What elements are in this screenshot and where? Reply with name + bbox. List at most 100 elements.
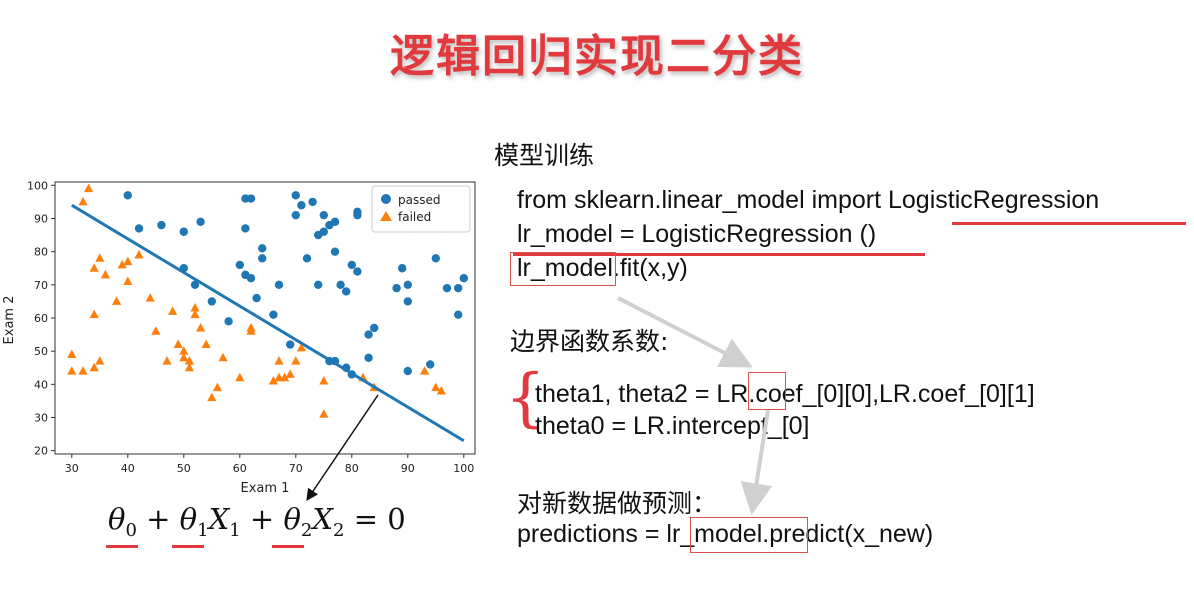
underline-theta0 [106,545,138,548]
training-line2: lr_model = LogisticRegression () [517,220,877,248]
y-tick-label: 70 [34,279,48,292]
x-tick-label: 90 [401,462,415,475]
formula-x2: X [312,502,334,536]
passed-point [364,330,373,339]
passed-point [207,297,216,306]
predict-line: predictions = lr_model.predict(x_new) [517,520,933,549]
formula-theta1: θ [179,502,198,536]
failed-point [78,196,88,206]
passed-point [224,317,233,326]
passed-point [403,297,412,306]
x-tick-label: 40 [121,462,135,475]
boundary-line1-prefix: theta1, theta2 = [535,380,717,408]
page-title: 逻辑回归实现二分类 [390,31,804,82]
failed-point [89,309,99,319]
passed-point [269,310,278,319]
training-line3-highlight: lr_model [517,254,613,282]
failed-point [184,362,194,372]
passed-point [235,260,244,270]
formula-x1: X [208,502,230,536]
underline-theta2 [272,545,304,548]
failed-point [291,356,301,365]
passed-point [314,280,323,290]
failed-point [173,339,183,349]
passed-point [330,247,340,256]
x-tick-label: 50 [177,462,191,475]
formula-theta2: θ [283,502,301,536]
training-line1-prefix: from sklearn.linear_model import [517,186,888,214]
failed-point [67,349,77,358]
passed-point [330,217,340,227]
legend-marker-passed [381,194,391,204]
y-tick-label: 40 [34,378,48,391]
legend-box [371,185,471,233]
failed-point [179,352,189,362]
failed-point [319,376,329,385]
failed-point [436,385,446,395]
formula-eq: = 0 [344,502,406,536]
y-tick-label: 20 [34,445,48,458]
formula-x2sub: 2 [333,519,345,541]
y-tick-label: 90 [34,212,48,225]
passed-point [258,254,267,263]
boundary-formula: θ0 + θ1X1 + θ2X2 = 0 [108,502,406,541]
failed-point [162,356,172,365]
passed-point [196,217,205,227]
scatter-chart: 20 30 40 50 60 70 80 90 100 30 40 50 60 70 80 90 100 pa… [2,179,476,496]
underline-logisticregression [952,222,1186,225]
y-tick-label: 50 [34,345,48,358]
passed-point [353,267,362,276]
x-tick-label: 60 [233,462,247,475]
failed-point [207,392,217,402]
passed-point [134,224,144,233]
passed-point [347,260,356,270]
y-tick-label: 100 [27,179,48,192]
passed-point [302,254,312,263]
failed-point [212,382,222,392]
formula-theta0: θ [108,502,126,536]
passed-point [370,323,379,333]
passed-point [258,244,267,253]
failed-point [145,293,155,302]
arrow-coef-to-predict [740,409,773,516]
failed-point [285,369,295,378]
failed-point [184,356,194,365]
x-tick-label: 70 [289,462,303,475]
arrow-to-formula [306,394,379,501]
boundary-line1: theta1, theta2 = LR.coef_[0][0],LR.coef_… [535,380,1035,409]
passed-point [319,227,328,236]
underline-lr-model-line [513,253,925,256]
failed-point [123,256,133,266]
passed-point [342,287,351,296]
failed-point [78,366,88,375]
legend-label-passed: passed [398,193,440,207]
box-lr-model-fit [510,252,616,286]
failed-point [89,263,99,272]
legend-label-failed: failed [398,210,431,224]
passed-point [454,283,463,293]
box-lr-model-predict [690,517,808,553]
failed-point [168,306,178,315]
failed-point [100,269,110,279]
failed-point [179,346,189,355]
boundary-heading: 边界函数系数: [510,327,669,356]
failed-point [190,309,200,319]
passed-point [426,360,435,369]
failed-point [95,356,105,365]
failed-point [218,352,228,362]
failed-point [95,253,105,262]
passed-point [431,254,440,263]
passed-point [403,280,412,290]
passed-point [364,353,373,363]
training-line1: from sklearn.linear_model import Logisti… [517,186,1099,215]
training-line3-suffix: .fit(x,y) [612,254,688,282]
failed-point [246,322,256,332]
passed-point [336,280,345,290]
passed-point [353,207,362,217]
passed-point [241,224,250,233]
training-line1-highlight: LogisticRegression [887,186,1100,214]
failed-point [201,339,211,349]
failed-point [296,342,306,352]
passed-point [274,280,284,290]
